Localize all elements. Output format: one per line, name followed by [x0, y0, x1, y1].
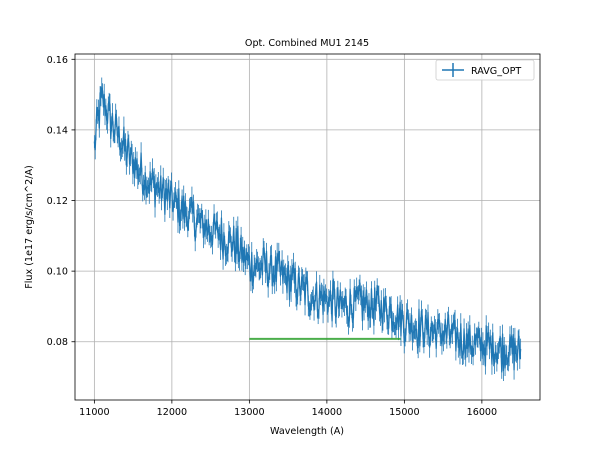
y-tick-label: 0.12	[47, 196, 68, 207]
x-tick-label: 15000	[389, 407, 420, 418]
x-tick-label: 16000	[467, 407, 498, 418]
plot-frame	[74, 53, 541, 401]
legend: RAVG_OPT	[435, 59, 535, 81]
y-axis-label: Flux (1e17 erg/s/cm^2/A)	[24, 165, 35, 289]
chart-title: Opt. Combined MU1 2145	[245, 38, 369, 49]
legend-label-ravg-opt: RAVG_OPT	[471, 66, 521, 77]
x-tick-label: 13000	[234, 407, 265, 418]
y-tick-label: 0.16	[47, 55, 68, 66]
grid	[75, 54, 540, 400]
x-tick-label: 12000	[157, 407, 188, 418]
y-tick-label: 0.14	[47, 125, 68, 136]
y-tick-label: 0.08	[47, 337, 68, 348]
x-tick-label: 14000	[312, 407, 343, 418]
x-axis-label: Wavelength (A)	[270, 426, 344, 437]
x-tick-label: 11000	[79, 407, 110, 418]
legend-box	[435, 59, 535, 81]
series-layer	[93, 77, 522, 382]
y-tick-label: 0.10	[47, 267, 68, 278]
series-line-ravg-opt	[93, 87, 522, 373]
axis-ticks: 11000 12000 13000 14000 15000 16000 0.08 0.10 0.…	[47, 55, 498, 418]
